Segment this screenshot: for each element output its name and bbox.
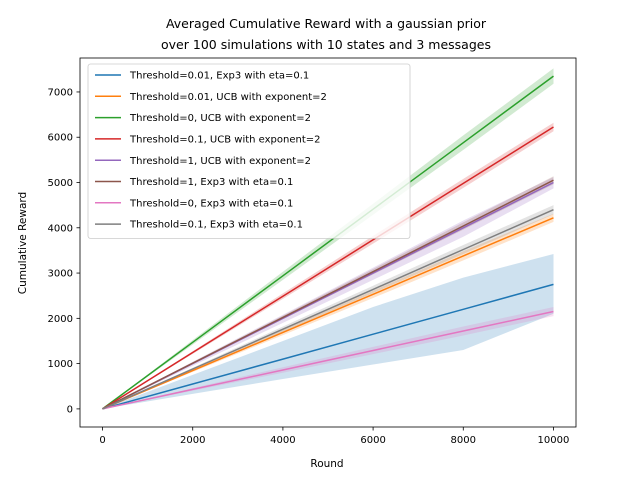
x-tick-label: 2000 — [180, 435, 205, 446]
legend-label-7: Threshold=0, Exp3 with eta=0.1 — [129, 198, 293, 209]
x-tick-label: 10000 — [538, 435, 570, 446]
plot-frame — [79, 57, 577, 428]
confidence-band-4 — [102, 122, 554, 409]
legend-label-2: Threshold=0.01, UCB with exponent=2 — [129, 92, 327, 103]
confidence-band-2 — [102, 213, 554, 409]
confidence-band-7 — [102, 307, 554, 409]
legend-box — [87, 63, 411, 239]
y-tick-label: 4000 — [48, 223, 73, 234]
legend-label-1: Threshold=0.01, Exp3 with eta=0.1 — [129, 71, 309, 82]
y-tick-label: 6000 — [48, 133, 73, 144]
series-line-7 — [102, 310, 554, 410]
series-line-4 — [102, 126, 554, 410]
confidence-band-6 — [102, 176, 554, 409]
y-tick-label: 1000 — [48, 359, 73, 370]
axes — [79, 57, 577, 428]
legend-label-4: Threshold=0.1, UCB with exponent=2 — [129, 135, 321, 146]
y-axis-ticks: 0 1000 2000 3000 4000 5000 6000 7000 — [48, 87, 80, 415]
chart-title-line-1: Averaged Cumulative Reward with a gaussi… — [166, 16, 487, 31]
series-lines — [102, 75, 554, 410]
x-axis-ticks: 0 2000 4000 6000 8000 10000 — [99, 427, 569, 446]
confidence-band-1 — [102, 254, 554, 409]
legend-label-5: Threshold=1, UCB with exponent=2 — [129, 156, 311, 167]
chart-title-line-2: over 100 simulations with 10 states and … — [161, 37, 491, 52]
series-line-6 — [102, 179, 554, 410]
y-axis-label: Cumulative Reward — [17, 192, 29, 294]
legend-label-6: Threshold=1, Exp3 with eta=0.1 — [129, 177, 293, 188]
x-axis-label: Round — [310, 458, 343, 470]
confidence-band-8 — [102, 205, 554, 409]
y-tick-label: 5000 — [48, 178, 73, 189]
series-line-1 — [102, 283, 554, 410]
chart-title: Averaged Cumulative Reward with a gaussi… — [161, 16, 491, 52]
x-tick-label: 8000 — [451, 435, 476, 446]
y-tick-label: 0 — [67, 404, 73, 415]
y-tick-label: 2000 — [48, 314, 73, 325]
x-tick-label: 4000 — [270, 435, 295, 446]
legend-label-8: Threshold=0.1, Exp3 with eta=0.1 — [129, 220, 303, 231]
series-line-2 — [102, 217, 554, 410]
legend-label-3: Threshold=0, UCB with exponent=2 — [129, 113, 311, 124]
legend: Threshold=0.01, Exp3 with eta=0.1 Thresho… — [87, 63, 411, 239]
y-tick-label: 7000 — [48, 87, 73, 98]
series-line-3 — [102, 75, 554, 410]
series-line-8 — [102, 209, 554, 410]
x-tick-label: 0 — [99, 435, 105, 446]
x-tick-label: 6000 — [360, 435, 385, 446]
y-tick-label: 3000 — [48, 269, 73, 280]
